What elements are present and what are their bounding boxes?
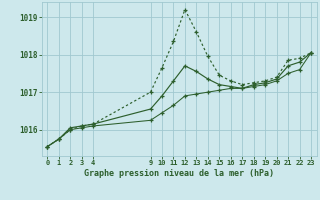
X-axis label: Graphe pression niveau de la mer (hPa): Graphe pression niveau de la mer (hPa) bbox=[84, 169, 274, 178]
